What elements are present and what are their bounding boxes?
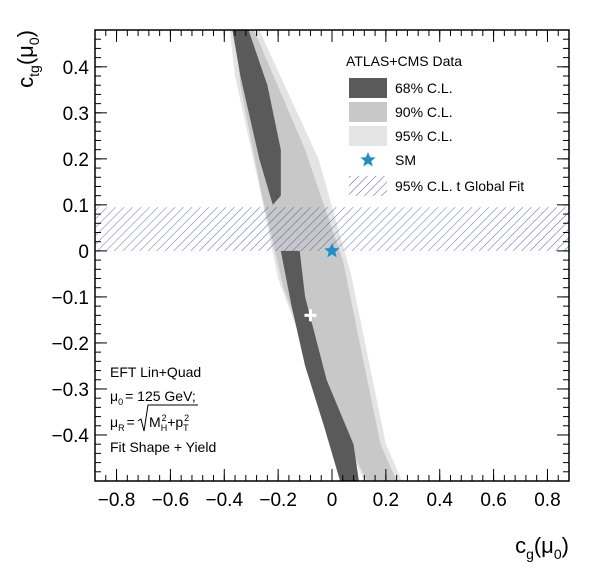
sm-point-star <box>324 242 340 258</box>
y-tick-label: 0.2 <box>63 150 89 171</box>
annotation-line-3-root: M2 H+p2 T <box>149 413 189 433</box>
y-tick-label: −0.1 <box>51 288 89 309</box>
x-axis-title: cg(μ0) <box>515 533 569 562</box>
best-fit-cross <box>304 309 317 322</box>
legend-swatch-global-fit <box>349 176 387 196</box>
legend-star-icon <box>360 152 376 167</box>
legend-swatch-cl95 <box>349 126 387 146</box>
y-axis-ticks: −0.4 −0.3 −0.2 −0.1 0 0.1 0.2 0.3 0.4 <box>51 29 569 482</box>
y-tick-label: −0.4 <box>51 426 89 447</box>
legend-label-global-fit: 95% C.L. t Global Fit <box>395 178 524 194</box>
fit-annotation: EFT Lin+Quad μ0 = 125 GeV; μR = M2 H+p2 T Fi… <box>110 364 216 455</box>
y-tick-label: −0.2 <box>51 334 89 355</box>
y-tick-label: −0.3 <box>51 380 89 401</box>
x-tick-label: 0.8 <box>534 490 560 511</box>
y-tick-label: 0 <box>78 242 89 263</box>
legend-label-cl90: 90% C.L. <box>395 104 453 120</box>
x-tick-label: −0.8 <box>98 490 136 511</box>
legend-swatch-cl68 <box>349 78 387 98</box>
annotation-line-2: μ0 = 125 GeV; <box>110 388 196 407</box>
annotation-line-3: μR = <box>110 414 135 433</box>
cl68-region-lower <box>280 250 359 481</box>
legend-title: ATLAS+CMS Data <box>346 53 462 69</box>
legend-label-cl68: 68% C.L. <box>395 80 453 96</box>
y-tick-label: 0.4 <box>63 58 90 79</box>
legend: ATLAS+CMS Data 68% C.L. 90% C.L. 95% C.L… <box>346 53 524 196</box>
x-axis-ticks: −0.8 −0.6 −0.4 −0.2 0 0.2 0.4 0.6 0.8 <box>94 30 570 511</box>
x-tick-label: 0.6 <box>480 490 506 511</box>
legend-label-cl95: 95% C.L. <box>395 128 453 144</box>
legend-swatch-cl90 <box>349 102 387 122</box>
y-axis-title: ctg(μ0) <box>13 30 42 88</box>
x-tick-label: 0 <box>327 490 338 511</box>
x-tick-label: 0.2 <box>373 490 399 511</box>
cl68-region-upper <box>232 30 281 205</box>
x-tick-label: −0.2 <box>259 490 297 511</box>
sqrt-sign <box>137 404 198 432</box>
y-tick-label: 0.3 <box>63 104 89 125</box>
legend-label-sm: SM <box>395 152 416 168</box>
y-tick-label: 0.1 <box>63 196 89 217</box>
x-tick-label: −0.6 <box>152 490 190 511</box>
annotation-line-1: EFT Lin+Quad <box>110 364 201 380</box>
annotation-line-4: Fit Shape + Yield <box>110 439 216 455</box>
x-tick-label: 0.4 <box>427 490 454 511</box>
x-tick-label: −0.4 <box>206 490 244 511</box>
